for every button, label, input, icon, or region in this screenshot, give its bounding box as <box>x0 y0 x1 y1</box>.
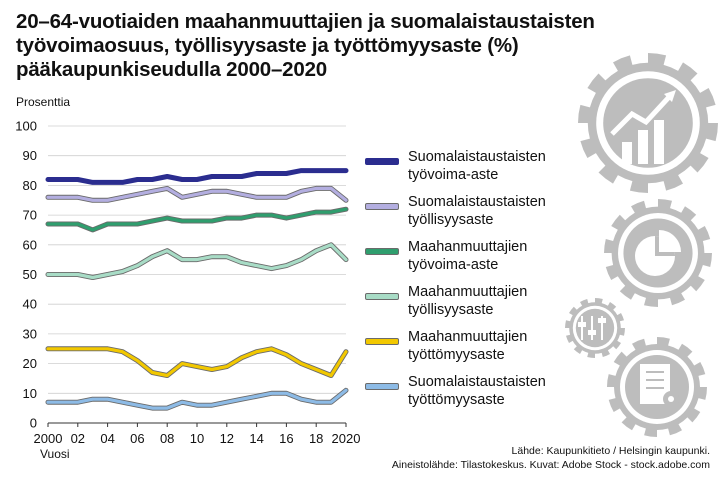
x-tick-label: 06 <box>130 431 144 446</box>
gear-pie-chart-icon <box>604 199 712 307</box>
legend-swatch <box>366 249 398 254</box>
gear-report-icon <box>607 337 707 437</box>
y-tick-label: 10 <box>23 386 37 401</box>
series-line-3 <box>46 207 348 232</box>
small-gear-hole-icon <box>668 396 674 402</box>
legend-swatch <box>366 339 398 344</box>
y-tick-label: 80 <box>23 178 37 193</box>
legend-label: Suomalaistaustaisten työllisyysaste <box>408 194 546 228</box>
y-tick-label: 50 <box>23 267 37 282</box>
y-tick-label: 40 <box>23 297 37 312</box>
legend-item: Maahanmuuttajien työvoima-aste <box>366 238 586 283</box>
x-tick-label: 2000 <box>34 431 63 446</box>
legend-swatch <box>366 159 398 164</box>
legend-label: Maahanmuuttajien työvoima-aste <box>408 239 528 273</box>
chart-title: 20–64-vuotiaiden maahanmuuttajien ja suo… <box>16 10 595 82</box>
pie-slice-out-icon <box>659 230 681 252</box>
slider-knob-icon <box>578 322 586 327</box>
title-line-2: työvoimaosuus, työllisyysaste ja työttöm… <box>16 34 519 57</box>
gear-growth-chart-icon <box>578 53 718 193</box>
legend-label: Suomalaistaustaisten työttömyysaste <box>408 374 546 408</box>
legend-label: Maahanmuuttajien työttömyysaste <box>408 329 528 363</box>
series-line-2 <box>46 186 348 202</box>
y-tick-label: 20 <box>23 356 37 371</box>
growth-bar-icon <box>654 120 664 164</box>
y-tick-label: 0 <box>30 416 37 431</box>
gear-sliders-icon <box>565 298 625 358</box>
source-line-1: Lähde: Kaupunkitieto / Helsingin kaupunk… <box>511 445 710 457</box>
series-line-5 <box>46 347 348 378</box>
legend-swatch <box>366 294 398 299</box>
title-line-1: 20–64-vuotiaiden maahanmuuttajien ja suo… <box>16 10 595 33</box>
arrow-head-icon <box>664 90 676 102</box>
growth-arrow-icon <box>610 94 672 136</box>
y-tick-label: 30 <box>23 326 37 341</box>
line-chart: Prosenttia 0 10 20 30 40 50 60 70 80 90 100 2000 02 04… <box>15 95 361 461</box>
title-line-3: pääkaupunkiseudulla 2000–2020 <box>16 58 327 81</box>
x-tick-label: 12 <box>220 431 234 446</box>
source-line-2: Aineistolähde: Tilastokeskus. Kuvat: Ado… <box>391 459 710 471</box>
source-note: Lähde: Kaupunkitieto / Helsingin kaupunk… <box>392 444 710 472</box>
x-tick-label: 02 <box>71 431 85 446</box>
x-axis-title: Vuosi <box>40 447 70 461</box>
slider-knob-icon <box>588 330 596 335</box>
y-tick-label: 90 <box>23 148 37 163</box>
x-tick-label: 10 <box>190 431 204 446</box>
legend-item: Suomalaistaustaisten työvoima-aste <box>366 148 586 193</box>
legend-item: Suomalaistaustaisten työttömyysaste <box>366 373 586 418</box>
y-tick-label: 60 <box>23 237 37 252</box>
x-tick-label: 04 <box>100 431 114 446</box>
growth-bar-icon <box>622 142 632 164</box>
series-line-6 <box>46 388 348 410</box>
legend-label: Suomalaistaustaisten työvoima-aste <box>408 149 546 183</box>
legend-item: Maahanmuuttajien työttömyysaste <box>366 328 586 373</box>
legend-item: Suomalaistaustaisten työllisyysaste <box>366 193 586 238</box>
x-tick-label: 14 <box>249 431 263 446</box>
series-line-1 <box>46 169 348 184</box>
decorative-gear-icons <box>565 53 718 437</box>
x-tick-label: 08 <box>160 431 174 446</box>
growth-bar-icon <box>638 130 648 164</box>
slider-knob-icon <box>598 318 606 323</box>
legend-swatch <box>366 204 398 209</box>
y-axis-title: Prosenttia <box>16 95 70 109</box>
y-tick-label: 100 <box>15 119 37 134</box>
chart-legend: Suomalaistaustaisten työvoima-aste Suomal… <box>366 148 586 418</box>
x-tick-label: 18 <box>309 431 323 446</box>
legend-swatch <box>366 384 398 389</box>
x-tick-label: 2020 <box>332 431 361 446</box>
series-line-4 <box>46 243 348 280</box>
x-tick-label: 16 <box>279 431 293 446</box>
legend-label: Maahanmuuttajien työllisyysaste <box>408 284 528 318</box>
legend-item: Maahanmuuttajien työllisyysaste <box>366 283 586 328</box>
y-tick-label: 70 <box>23 208 37 223</box>
